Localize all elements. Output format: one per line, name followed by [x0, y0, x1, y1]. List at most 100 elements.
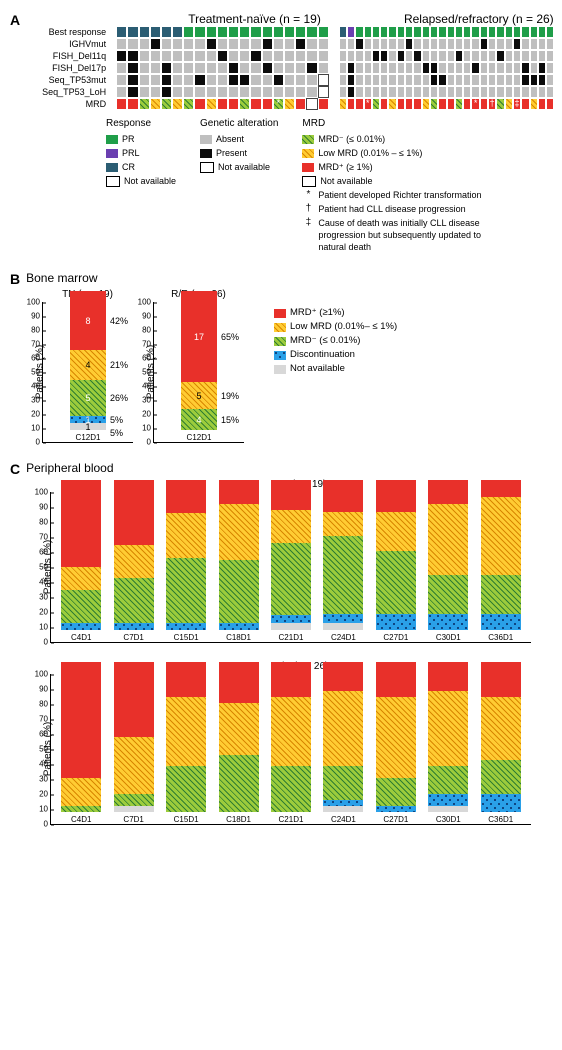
bar-annotation: 42%: [110, 316, 128, 326]
heatmap-rr: **†‡: [339, 26, 555, 110]
row-label: Seq_TP53_LoH: [20, 86, 106, 98]
x-tick-label: C21D1: [279, 815, 304, 824]
heatmap-cell: [194, 86, 205, 98]
heatmap-cell: [239, 26, 250, 38]
panel-b-legend: MRD⁺ (≥1%)Low MRD (0.01%– ≤ 1%)MRD⁻ (≤ 0…: [274, 307, 397, 377]
bar-segment: [61, 623, 101, 631]
bar-segment: [323, 614, 363, 623]
bar-segment: [428, 662, 468, 691]
bar-column: C4D1: [61, 662, 101, 824]
y-tick: 80: [39, 700, 51, 709]
heatmap-cell: [116, 26, 127, 38]
heatmap-cell: [127, 38, 138, 50]
heatmap-cell: [430, 50, 438, 62]
heatmap-cell: *: [364, 98, 372, 110]
heatmap-cell: [217, 86, 228, 98]
heatmap-cell: [480, 86, 488, 98]
heatmap-cell: [295, 38, 306, 50]
heatmap-cell: [380, 74, 388, 86]
heatmap-cell: [488, 50, 496, 62]
heatmap-cell: [116, 38, 127, 50]
heatmap-cell: [488, 86, 496, 98]
heatmap-cell: [546, 98, 554, 110]
heatmap-cell: [463, 98, 471, 110]
legend-item: MRD⁺ (≥ 1%): [302, 161, 508, 173]
bar-segment: [271, 615, 311, 623]
bar-segment: [323, 623, 363, 631]
bar-annotation: 5%: [110, 428, 123, 438]
heatmap-cell: [139, 98, 150, 110]
heatmap-cell: [447, 26, 455, 38]
bar-segment: [271, 697, 311, 766]
bar-segment: [376, 697, 416, 778]
bar-segment: [481, 575, 521, 614]
heatmap-cell: [438, 26, 446, 38]
heatmap-cell: [413, 74, 421, 86]
y-tick: 100: [27, 298, 43, 307]
y-tick: 20: [39, 790, 51, 799]
heatmap-cell: [273, 38, 284, 50]
heatmap-cell: [505, 26, 513, 38]
panel-c-title: Peripheral blood: [26, 461, 113, 475]
legend-symbol: *Patient developed Richter transformatio…: [302, 189, 508, 201]
legend-symbol: †Patient had CLL disease progression: [302, 203, 508, 215]
bar-column: C30D1: [428, 480, 468, 642]
heatmap-cell: [397, 86, 405, 98]
heatmap-cell: [413, 86, 421, 98]
heatmap-cell: [355, 38, 363, 50]
y-tick: 20: [31, 410, 43, 419]
bar-segment: [114, 623, 154, 631]
bar-column: C36D1: [481, 662, 521, 824]
bar-segment: [323, 662, 363, 691]
y-tick: 100: [138, 298, 154, 307]
bar-annotation: 65%: [221, 332, 239, 342]
heatmap-cell: [273, 62, 284, 74]
heatmap-cell: [397, 38, 405, 50]
bar-column: C7D1: [114, 662, 154, 824]
heatmap-cell: [284, 26, 295, 38]
heatmap-cell: [471, 26, 479, 38]
chart-pb-tn: TN (n = 19)0102030405060708090100Patient…: [50, 479, 552, 643]
heatmap-cell: [380, 26, 388, 38]
heatmap-cell: [116, 98, 127, 110]
heatmap-cell: [295, 86, 306, 98]
bar-segment: [428, 614, 468, 631]
heatmap-cell: [496, 62, 504, 74]
heatmap-cell: [438, 86, 446, 98]
bar-column: C30D1: [428, 662, 468, 824]
chart-pb-rr: R/R (n = 26)0102030405060708090100Patien…: [50, 661, 552, 825]
heatmap-cell: [127, 62, 138, 74]
heatmap-cell: [513, 74, 521, 86]
panel-b-title: Bone marrow: [26, 271, 97, 285]
tn-title: Treatment-naïve (n = 19): [148, 12, 361, 26]
heatmap-cell: [380, 38, 388, 50]
heatmap-cell: [447, 74, 455, 86]
heatmap-cell: [273, 50, 284, 62]
heatmap-cell: [488, 26, 496, 38]
heatmap-cell: [496, 86, 504, 98]
bar-segment: [114, 480, 154, 545]
bar-segment: [166, 513, 206, 558]
bar-segment: [481, 760, 521, 795]
bar-annotation: 26%: [110, 393, 128, 403]
bar-segment: [376, 551, 416, 614]
heatmap-cell: [239, 62, 250, 74]
heatmap-cell: [496, 50, 504, 62]
heatmap-cell: [217, 38, 228, 50]
heatmap-cell: [455, 74, 463, 86]
y-tick: 10: [142, 424, 154, 433]
bar-segment: [428, 806, 468, 812]
heatmap-cell: [422, 74, 430, 86]
bar-segment: [61, 778, 101, 807]
y-tick: 0: [44, 820, 51, 829]
x-tick-label: C7D1: [123, 633, 143, 642]
x-tick-label: C4D1: [71, 815, 91, 824]
heatmap-cell: [284, 86, 295, 98]
heatmap-cell: [172, 98, 183, 110]
heatmap-cell: *: [471, 98, 479, 110]
heatmap-cell: [161, 86, 172, 98]
heatmap-cell: [161, 98, 172, 110]
heatmap-cell: [530, 62, 538, 74]
heatmap-cell: [505, 86, 513, 98]
heatmap-cell: [413, 62, 421, 74]
